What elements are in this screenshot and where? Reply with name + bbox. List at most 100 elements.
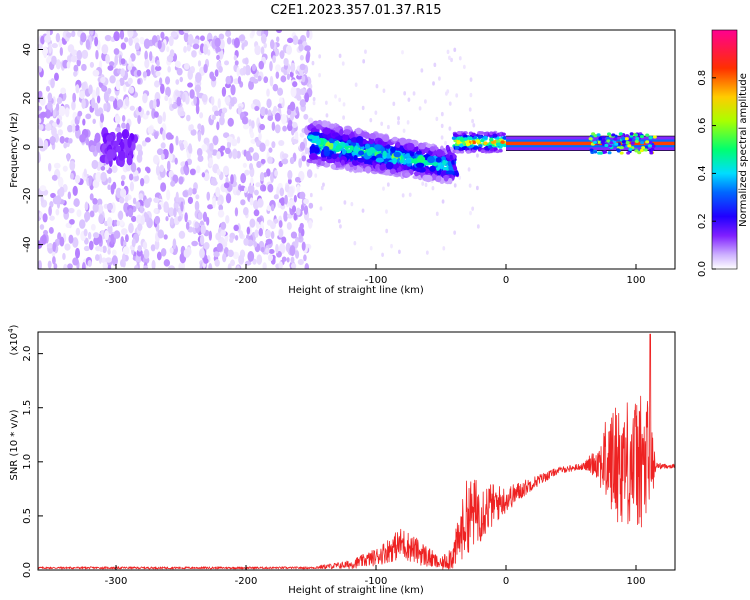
heatmap-noise-cell	[225, 75, 231, 85]
heatmap-noise-cell	[225, 82, 232, 89]
heatmap-noise-cell	[101, 44, 109, 55]
heatmap-return-cell	[390, 146, 396, 153]
heatmap-noise-cell	[455, 93, 459, 98]
heatmap-noise-cell	[113, 31, 120, 42]
heatmap-line-wiggle	[648, 144, 653, 148]
heatmap-noise-cell	[83, 168, 87, 178]
heatmap-noise-cell	[107, 264, 112, 269]
heatmap-noise-cell	[381, 252, 384, 257]
heatmap-noise-cell	[114, 115, 121, 124]
heatmap-noise-cell	[314, 173, 318, 178]
heatmap-noise-cell	[298, 158, 303, 168]
heatmap-noise-cell	[227, 249, 234, 258]
heatmap-noise-cell	[270, 204, 275, 212]
heatmap-return-cell	[452, 164, 457, 170]
heatmap-return-cell	[330, 163, 336, 170]
heatmap-noise-cell	[253, 241, 258, 248]
heatmap-noise-cell	[258, 60, 265, 70]
heatmap-noise-cell	[264, 108, 268, 115]
heatmap-noise-cell	[131, 215, 137, 223]
heatmap-noise-cell	[67, 124, 74, 133]
heatmap-noise-cell	[272, 55, 276, 64]
heatmap-noise-cell	[207, 204, 214, 210]
heatmap-return-cell	[404, 172, 411, 177]
heatmap-noise-cell	[275, 30, 283, 34]
heatmap-noise-cell	[103, 103, 107, 112]
heatmap-noise-cell	[70, 55, 78, 63]
heatmap-noise-cell	[163, 201, 169, 212]
heatmap-line-wiggle	[648, 140, 653, 145]
heatmap-noise-cell	[154, 215, 161, 225]
heatmap-noise-cell	[467, 167, 471, 172]
heatmap-noise-cell	[168, 265, 175, 269]
heatmap-noise-cell	[265, 229, 272, 239]
heatmap-noise-cell	[40, 35, 45, 45]
heatmap-noise-cell	[218, 204, 224, 211]
heatmap-noise-cell	[194, 221, 199, 229]
heatmap-noise-cell	[153, 111, 159, 118]
heatmap-return-cell	[364, 166, 372, 173]
heatmap-noise-cell	[170, 180, 176, 187]
heatmap-noise-cell	[304, 45, 312, 52]
heatmap-noise-cell	[249, 218, 256, 228]
heatmap-noise-cell	[203, 63, 208, 74]
heatmap-return-cell	[331, 132, 340, 137]
heatmap-noise-cell	[89, 210, 95, 218]
heatmap-noise-cell	[104, 34, 112, 42]
heatmap-noise-cell	[263, 172, 268, 178]
heatmap-noise-cell	[103, 91, 109, 102]
heatmap-noise-cell	[325, 113, 329, 118]
heatmap-noise-cell	[248, 119, 252, 127]
heatmap-noise-cell	[91, 159, 99, 170]
heatmap-noise-cell	[220, 221, 227, 230]
heatmap-noise-cell	[271, 121, 276, 132]
heatmap-noise-cell	[227, 263, 232, 269]
heatmap-noise-cell	[179, 76, 184, 83]
heatmap-noise-cell	[290, 262, 297, 269]
heatmap-noise-cell	[221, 112, 225, 119]
heatmap-noise-cell	[187, 196, 194, 205]
heatmap-line-wiggle	[652, 135, 657, 139]
heatmap-return-cell	[329, 142, 334, 150]
heatmap-noise-cell	[309, 192, 313, 198]
heatmap-return-cell	[364, 143, 371, 150]
heatmap-noise-cell	[401, 50, 404, 55]
heatmap-noise-cell	[57, 176, 64, 188]
heatmap-noise-cell	[301, 75, 306, 83]
heatmap-noise-cell	[162, 129, 166, 141]
heatmap-noise-cell	[120, 58, 126, 65]
heatmap-noise-cell	[136, 249, 143, 257]
heatmap-noise-cell	[87, 260, 92, 267]
heatmap-noise-cell	[431, 186, 435, 191]
heatmap-noise-cell	[403, 91, 407, 96]
spectrogram-ytick-label: 0	[22, 144, 33, 150]
heatmap-noise-cell	[122, 246, 130, 256]
heatmap-noise-cell	[146, 167, 151, 174]
heatmap-noise-cell	[107, 87, 112, 95]
snr-xtick-label: -200	[235, 576, 258, 587]
snr-ytick-label: 1.5	[22, 400, 33, 416]
heatmap-noise-cell	[199, 248, 205, 259]
heatmap-noise-cell	[441, 199, 445, 204]
heatmap-noise-cell	[46, 101, 53, 111]
heatmap-noise-cell	[263, 76, 269, 84]
heatmap-noise-cell	[375, 84, 379, 89]
spectrogram-ytick-label: -40	[22, 236, 33, 252]
heatmap-noise-cell	[424, 182, 428, 188]
heatmap-noise-cell	[53, 162, 61, 169]
heatmap-noise-cell	[232, 251, 239, 260]
heatmap-noise-cell	[369, 246, 373, 251]
heatmap-noise-cell	[157, 204, 162, 210]
heatmap-line-wiggle	[628, 138, 633, 142]
heatmap-noise-cell	[294, 238, 299, 249]
heatmap-noise-cell	[88, 175, 92, 187]
heatmap-noise-cell	[264, 139, 270, 147]
heatmap-noise-cell	[215, 46, 222, 52]
heatmap-noise-cell	[187, 69, 193, 80]
heatmap-noise-cell	[418, 106, 422, 111]
heatmap-noise-cell	[91, 89, 96, 100]
heatmap-noise-cell	[154, 80, 160, 88]
heatmap-return-cell	[406, 142, 415, 151]
heatmap-noise-cell	[260, 158, 266, 165]
heatmap-noise-cell	[256, 216, 263, 223]
